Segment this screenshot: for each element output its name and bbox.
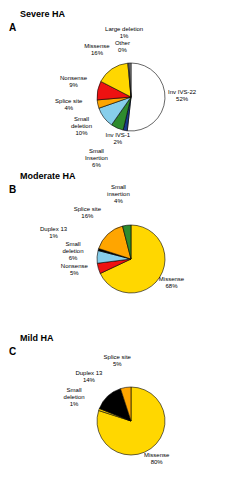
html-text:C: C	[9, 346, 17, 357]
svg-text:Smalldeletion10%: Smalldeletion10%	[71, 116, 92, 136]
svg-text:Missense68%: Missense68%	[159, 276, 185, 289]
svg-text:Inv IVS-2252%: Inv IVS-2252%	[168, 89, 197, 102]
svg-text:Large deletion1%: Large deletion1%	[105, 26, 143, 39]
svg-text:Smalldeletion6%: Smalldeletion6%	[63, 241, 84, 261]
svg-text:Missense16%: Missense16%	[84, 43, 110, 56]
svg-text:Smallinsertion4%: Smallinsertion4%	[107, 184, 130, 204]
html-text:Moderate HA: Moderate HA	[20, 171, 76, 181]
svg-text:Other0%: Other0%	[115, 40, 130, 53]
svg-text:Duplex 1314%: Duplex 1314%	[75, 370, 103, 383]
svg-text:Nonsense5%: Nonsense5%	[61, 263, 89, 276]
svg-text:Splice site5%: Splice site5%	[104, 354, 132, 367]
svg-text:Nonsense9%: Nonsense9%	[60, 75, 88, 88]
svg-text:SmallInsertion6%: SmallInsertion6%	[85, 148, 108, 168]
svg-text:Missense80%: Missense80%	[144, 452, 170, 465]
svg-text:Splice site4%: Splice site4%	[55, 98, 83, 111]
html-text:Mild HA: Mild HA	[20, 333, 54, 343]
html-text:B: B	[9, 184, 17, 195]
svg-text:Smalldeletion1%: Smalldeletion1%	[64, 387, 85, 407]
svg-text:Duplex 131%: Duplex 131%	[40, 226, 68, 239]
svg-text:Splice site16%: Splice site16%	[74, 206, 102, 219]
html-text:Severe HA: Severe HA	[20, 9, 65, 19]
html-text:A: A	[9, 22, 17, 33]
svg-text:Inv IVS-12%: Inv IVS-12%	[106, 132, 131, 145]
